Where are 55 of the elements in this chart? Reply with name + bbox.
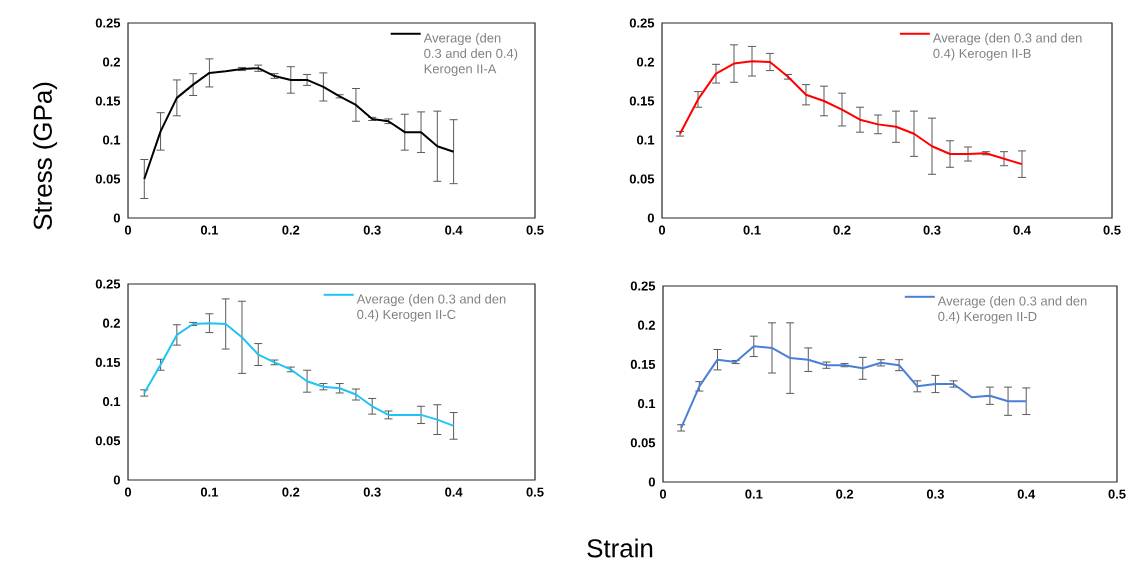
legend-label: Average (den 0.3 and den 0.4) Kerogen II-A bbox=[423, 33, 518, 76]
x-tick-label: 0.1 bbox=[200, 225, 219, 235]
x-tick-label: 0.4 bbox=[445, 487, 463, 497]
y-tick-label: 0.25 bbox=[629, 18, 655, 28]
x-tick-label: 0 bbox=[658, 225, 666, 235]
y-tick-label: 0.1 bbox=[638, 399, 656, 409]
y-tick-label: 0 bbox=[113, 475, 120, 485]
y-tick-label: 0.1 bbox=[103, 397, 121, 407]
y-axis-title: Stress (GPa) bbox=[32, 82, 58, 230]
legend-label: Average (den 0.3 and den 0.4) Kerogen II-D bbox=[937, 296, 1087, 324]
y-tick-label: 0.05 bbox=[95, 436, 121, 446]
y-tick-label: 0.25 bbox=[95, 279, 121, 289]
y-tick-label: 0.15 bbox=[95, 96, 121, 106]
x-tick-label: 0.3 bbox=[923, 225, 941, 235]
y-tick-label: 0.2 bbox=[637, 57, 654, 67]
x-tick-label: 0.1 bbox=[745, 489, 763, 499]
y-tick-label: 0.1 bbox=[637, 135, 655, 145]
x-tick-label: 0.1 bbox=[743, 225, 761, 235]
x-tick-label: 0.2 bbox=[833, 225, 851, 235]
x-tick-label: 0.5 bbox=[1103, 225, 1121, 235]
line-series bbox=[680, 345, 1028, 429]
y-tick-label: 0 bbox=[647, 213, 654, 223]
y-tick-label: 0 bbox=[113, 213, 120, 223]
x-tick-label: 0.2 bbox=[282, 487, 300, 497]
y-tick-label: 0.25 bbox=[95, 18, 121, 28]
y-tick-label: 0.15 bbox=[630, 359, 656, 369]
x-tick-label: 0.5 bbox=[526, 225, 544, 235]
x-tick-label: 0.2 bbox=[836, 489, 854, 499]
y-tick-label: 0.05 bbox=[95, 174, 121, 184]
y-tick-label: 0.05 bbox=[629, 174, 655, 184]
y-tick-label: 0.1 bbox=[103, 135, 121, 145]
y-tick-label: 0.15 bbox=[629, 96, 655, 106]
x-tick-label: 0.5 bbox=[1108, 489, 1126, 499]
x-tick-label: 0.4 bbox=[1017, 489, 1036, 499]
y-tick-label: 0.25 bbox=[630, 281, 656, 291]
y-tick-label: 0.2 bbox=[103, 318, 120, 328]
y-tick-label: 0.2 bbox=[638, 320, 655, 330]
x-tick-label: 0.2 bbox=[282, 225, 300, 235]
x-tick-label: 0 bbox=[659, 489, 667, 499]
legend-label: Average (den 0.3 and den 0.4) Kerogen II-B bbox=[932, 33, 1082, 61]
y-tick-label: 0.15 bbox=[95, 357, 121, 367]
y-tick-label: 0 bbox=[648, 477, 655, 487]
y-tick-label: 0.2 bbox=[103, 57, 120, 67]
x-axis-title: Strain bbox=[587, 538, 653, 558]
x-tick-label: 0.3 bbox=[363, 225, 381, 235]
x-tick-label: 0.3 bbox=[363, 487, 381, 497]
x-tick-label: 0 bbox=[124, 487, 132, 497]
y-tick-label: 0.05 bbox=[630, 438, 656, 448]
x-tick-label: 0.1 bbox=[200, 487, 219, 497]
x-tick-label: 0.4 bbox=[445, 225, 463, 235]
x-tick-label: 0.4 bbox=[1013, 225, 1031, 235]
x-tick-label: 0 bbox=[124, 225, 132, 235]
x-tick-label: 0.3 bbox=[926, 489, 944, 499]
legend-label: Average (den 0.3 and den 0.4) Kerogen II-C bbox=[356, 294, 506, 322]
x-tick-label: 0.5 bbox=[526, 487, 544, 497]
